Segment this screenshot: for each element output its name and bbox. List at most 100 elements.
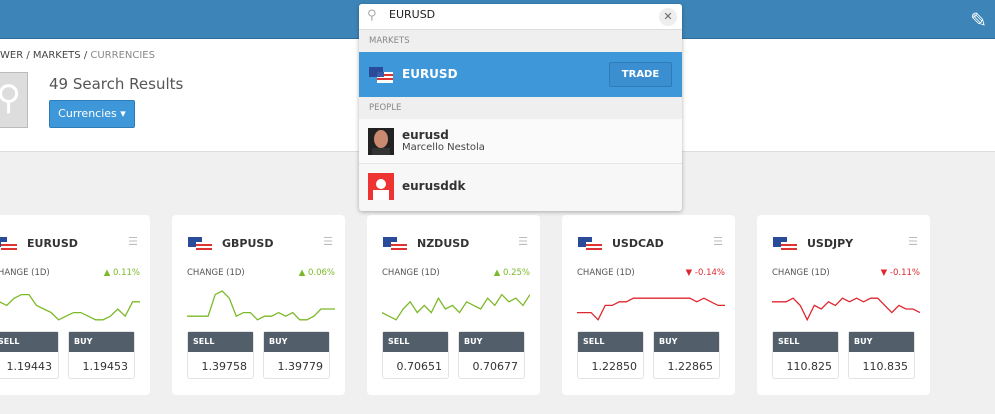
- sparkline: [772, 297, 920, 322]
- buy-button[interactable]: BUY 1.19453: [68, 331, 135, 379]
- change-label: CHANGE (1D): [577, 268, 635, 278]
- buy-button[interactable]: BUY 1.22865: [653, 331, 720, 379]
- search-icon: ⚲: [367, 8, 377, 23]
- change-label: CHANGE (1D): [382, 268, 440, 278]
- flag-icon: [0, 237, 17, 253]
- sell-price: 1.19443: [6, 360, 53, 373]
- markets-header: MARKETS: [359, 30, 682, 52]
- watchlist-icon[interactable]: ☰: [713, 235, 723, 248]
- market-card-eurusd[interactable]: EURUSD ☰ CHANGE (1D) ▲ 0.11% SELL 1.19443…: [0, 215, 150, 395]
- search-placeholder-icon: ⚲: [0, 72, 28, 128]
- market-card-gbpusd[interactable]: GBPUSD ☰ CHANGE (1D) ▲ 0.06% SELL 1.39758…: [172, 215, 345, 395]
- people-result[interactable]: eurusddk: [359, 164, 682, 209]
- trade-button[interactable]: TRADE: [609, 62, 672, 87]
- buy-label: BUY: [69, 332, 134, 352]
- buy-price: 110.835: [862, 360, 909, 373]
- change-percent: -0.11%: [889, 268, 920, 278]
- people-fullname: Marcello Nestola: [402, 142, 485, 153]
- buy-label: BUY: [459, 332, 524, 352]
- change-value: ▼ -0.11%: [880, 268, 920, 278]
- sell-button[interactable]: SELL 1.22850: [577, 331, 644, 379]
- people-result[interactable]: eurusd Marcello Nestola: [359, 119, 682, 164]
- change-value: ▼ -0.14%: [685, 268, 725, 278]
- buy-label: BUY: [264, 332, 329, 352]
- sell-label: SELL: [188, 332, 253, 352]
- breadcrumb: WER / MARKETS / CURRENCIES: [0, 50, 155, 61]
- breadcrumb-item[interactable]: MARKETS: [32, 50, 81, 61]
- sell-price: 1.22850: [591, 360, 638, 373]
- pair-name: USDJPY: [807, 237, 854, 250]
- pair-name: GBPUSD: [222, 237, 274, 250]
- people-username: eurusd: [402, 128, 449, 142]
- pair-name: EURUSD: [27, 237, 78, 250]
- buy-price: 1.39779: [277, 360, 324, 373]
- change-label: CHANGE (1D): [772, 268, 830, 278]
- buy-button[interactable]: BUY 110.835: [848, 331, 915, 379]
- people-username: eurusddk: [402, 179, 466, 193]
- sell-button[interactable]: SELL 110.825: [772, 331, 839, 379]
- sparkline: [577, 297, 725, 321]
- change-label: CHANGE (1D): [0, 268, 50, 278]
- sell-price: 1.39758: [201, 360, 248, 373]
- buy-button[interactable]: BUY 1.39779: [263, 331, 330, 379]
- search-dropdown: ⚲ ✕ MARKETS EURUSD TRADE PEOPLE eurusd M…: [359, 4, 682, 211]
- pair-name: USDCAD: [612, 237, 664, 250]
- sell-button[interactable]: SELL 1.19443: [0, 331, 59, 379]
- buy-button[interactable]: BUY 0.70677: [458, 331, 525, 379]
- sparkline-chart: [382, 293, 530, 321]
- sparkline-chart: [187, 290, 335, 321]
- change-percent: 0.25%: [502, 268, 530, 278]
- buy-label: BUY: [849, 332, 914, 352]
- edit-icon[interactable]: ✎: [970, 8, 987, 32]
- market-result-eurusd[interactable]: EURUSD TRADE: [359, 52, 682, 97]
- sell-label: SELL: [383, 332, 448, 352]
- watchlist-icon[interactable]: ☰: [518, 235, 528, 248]
- change-value: ▲ 0.11%: [103, 268, 140, 278]
- avatar: [368, 173, 394, 200]
- buy-price: 1.19453: [82, 360, 129, 373]
- sparkline-chart: [772, 297, 920, 322]
- change-value: ▲ 0.06%: [298, 268, 335, 278]
- sell-button[interactable]: SELL 1.39758: [187, 331, 254, 379]
- change-percent: -0.14%: [694, 268, 725, 278]
- sell-label: SELL: [773, 332, 838, 352]
- watchlist-icon[interactable]: ☰: [323, 235, 333, 248]
- watchlist-icon[interactable]: ☰: [128, 235, 138, 248]
- eu-us-flag-icon: [369, 67, 393, 83]
- flag-icon: [188, 237, 212, 253]
- change-label: CHANGE (1D): [187, 268, 245, 278]
- sell-price: 110.825: [786, 360, 833, 373]
- change-percent: 0.06%: [307, 268, 335, 278]
- filter-label: Currencies: [58, 107, 117, 120]
- sparkline: [187, 290, 335, 321]
- flag-icon: [383, 237, 407, 253]
- buy-price: 1.22865: [667, 360, 714, 373]
- sell-price: 0.70651: [396, 360, 443, 373]
- watchlist-icon[interactable]: ☰: [908, 235, 918, 248]
- market-card-usdcad[interactable]: USDCAD ☰ CHANGE (1D) ▼ -0.14% SELL 1.2285…: [562, 215, 735, 395]
- market-card-nzdusd[interactable]: NZDUSD ☰ CHANGE (1D) ▲ 0.25% SELL 0.70651…: [367, 215, 540, 395]
- buy-label: BUY: [654, 332, 719, 352]
- search-input[interactable]: [389, 8, 649, 21]
- sell-label: SELL: [578, 332, 643, 352]
- pair-name: NZDUSD: [417, 237, 470, 250]
- breadcrumb-current: CURRENCIES: [90, 50, 155, 61]
- buy-price: 0.70677: [472, 360, 519, 373]
- sparkline-chart: [0, 293, 140, 321]
- sparkline: [0, 293, 140, 321]
- market-card-usdjpy[interactable]: USDJPY ☰ CHANGE (1D) ▼ -0.11% SELL 110.82…: [757, 215, 930, 395]
- market-name: EURUSD: [402, 67, 458, 81]
- clear-search-icon[interactable]: ✕: [659, 8, 677, 26]
- flag-icon: [773, 237, 797, 253]
- sell-label: SELL: [0, 332, 58, 352]
- currencies-filter-button[interactable]: Currencies ▾: [49, 100, 135, 128]
- search-box: ⚲ ✕: [359, 4, 682, 30]
- sell-button[interactable]: SELL 0.70651: [382, 331, 449, 379]
- people-header: PEOPLE: [359, 97, 682, 119]
- breadcrumb-item[interactable]: WER: [0, 50, 24, 61]
- results-title: 49 Search Results: [49, 75, 184, 93]
- sparkline-chart: [577, 297, 725, 321]
- change-percent: 0.11%: [112, 268, 140, 278]
- sparkline: [382, 293, 530, 321]
- avatar: [368, 128, 394, 155]
